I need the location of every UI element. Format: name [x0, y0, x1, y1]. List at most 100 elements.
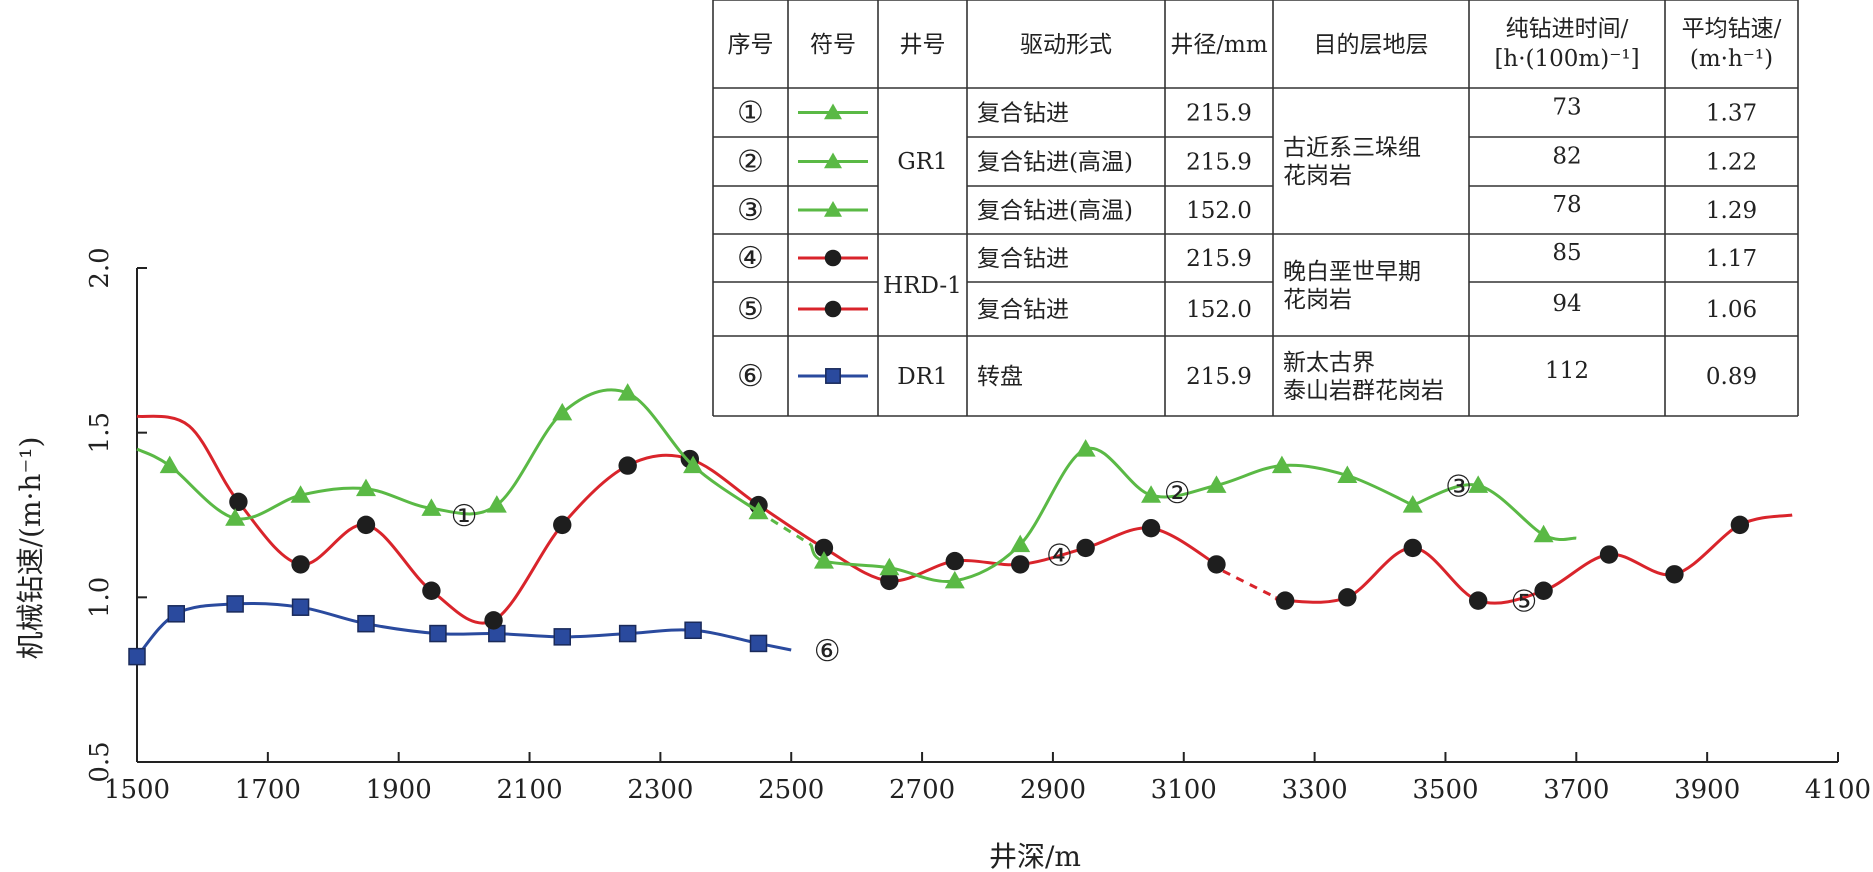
data-point [422, 581, 441, 600]
table-formation: 泰山岩群花岗岩 [1283, 378, 1444, 404]
table-drive-type: 复合钻进 [977, 101, 1069, 127]
data-point [128, 647, 146, 666]
table-diameter: 215.9 [1186, 150, 1252, 176]
data-point [225, 508, 246, 526]
data-point [1141, 518, 1161, 538]
data-point [684, 621, 702, 640]
table-diameter: 215.9 [1186, 101, 1252, 127]
series-s1: ① [136, 383, 812, 546]
data-point [226, 595, 244, 613]
table-avg-speed: 1.06 [1706, 297, 1757, 323]
legend-marker [825, 368, 841, 384]
series-line [1274, 513, 1793, 605]
table-formation: 花岗岩 [1283, 163, 1352, 189]
table-formation: 花岗岩 [1283, 287, 1352, 313]
data-point [749, 634, 768, 653]
series-s3: ③ [1412, 469, 1577, 543]
table-avg-speed: 0.89 [1706, 364, 1757, 390]
table-diameter: 152.0 [1186, 297, 1252, 323]
x-tick-label: 2900 [1020, 775, 1086, 805]
data-point [229, 492, 248, 512]
table-drill-time: 82 [1552, 144, 1581, 170]
data-point [617, 383, 638, 401]
table-diameter: 215.9 [1186, 364, 1252, 390]
series-line [809, 446, 1414, 584]
series-dash-line [1222, 569, 1277, 599]
data-point [553, 628, 571, 646]
table-formation: 晚白垩世早期 [1283, 259, 1421, 285]
series-callout: ⑤ [1511, 585, 1538, 620]
data-point [486, 495, 507, 513]
data-point [1534, 581, 1553, 600]
data-point [814, 538, 834, 558]
table-row-number: ③ [737, 193, 764, 228]
data-point [618, 456, 637, 475]
y-tick-label: 1.5 [85, 412, 115, 453]
data-point [1207, 555, 1226, 574]
table-well-name: HRD-1 [883, 273, 962, 299]
data-point [357, 614, 375, 633]
y-tick-label: 1.0 [85, 577, 115, 618]
data-point [484, 611, 503, 630]
legend-marker [824, 201, 842, 217]
table-drill-time: 78 [1552, 192, 1581, 218]
series-callout: ① [451, 499, 478, 534]
data-point [1468, 591, 1488, 610]
legend-marker [824, 152, 842, 169]
data-point [879, 557, 900, 576]
data-point [429, 624, 447, 643]
data-point [553, 515, 572, 535]
legend-table: 序号 符号 井号 驱动形式 井径/mm 目的层地层 纯钻进时间/ [h·(100m)⁻¹] 平均… [712, 0, 1799, 417]
table-drive-type: 复合钻进(高温) [977, 150, 1133, 176]
series-s4: ④ [136, 414, 1277, 630]
x-tick-label: 1900 [366, 775, 432, 805]
data-point [1403, 538, 1422, 558]
table-row-number: ④ [737, 241, 764, 276]
table-well-name: DR1 [897, 364, 947, 390]
data-point [1665, 565, 1684, 584]
table-drill-time: 73 [1552, 95, 1581, 121]
data-point [1076, 538, 1095, 558]
table-avg-speed: 1.37 [1706, 101, 1757, 127]
x-tick-label: 3900 [1674, 775, 1740, 805]
table-well-name: GR1 [897, 149, 947, 175]
table-header: 井号 [900, 32, 946, 58]
table-header: 目的层地层 [1314, 32, 1429, 58]
table-header: 驱动形式 [1020, 32, 1112, 58]
series-callout: ③ [1445, 469, 1472, 504]
axes: 1500 1700 1900 2100 2300 2500 2700 2900 3100 3300… [85, 247, 1871, 805]
data-point [1075, 439, 1096, 457]
data-point [356, 515, 376, 535]
data-point [291, 598, 310, 616]
table-header: 序号 [728, 32, 774, 58]
table-background [713, 0, 1798, 416]
x-tick-label: 3700 [1543, 775, 1609, 805]
table-drive-type: 转盘 [977, 364, 1023, 390]
x-tick-label: 2100 [496, 775, 562, 805]
data-point [683, 455, 704, 474]
table-drill-time: 112 [1545, 358, 1589, 384]
data-point [355, 478, 376, 497]
x-tick-label: 1700 [235, 775, 301, 805]
x-tick-label: 1500 [104, 775, 170, 805]
data-point [1275, 591, 1295, 610]
table-header: 井径/mm [1170, 32, 1268, 58]
x-tick-label: 2700 [889, 775, 955, 805]
series-line [136, 388, 760, 521]
series-callout: ② [1164, 476, 1191, 511]
x-tick-label: 4100 [1805, 775, 1871, 805]
data-point [1206, 475, 1227, 493]
data-point [1730, 515, 1750, 535]
data-point [618, 624, 637, 643]
data-point [1468, 475, 1489, 493]
table-avg-speed: 1.17 [1706, 246, 1757, 272]
legend-marker [824, 103, 842, 120]
data-point [1533, 524, 1554, 543]
table-header: (m·h⁻¹) [1690, 46, 1773, 72]
data-point [1141, 485, 1162, 503]
series-s6: ⑥ [128, 595, 841, 669]
series-layer: ⑥ ④ ⑤ ① ② ③ [128, 383, 1793, 669]
table-avg-speed: 1.22 [1706, 150, 1757, 176]
table-drive-type: 复合钻进(高温) [977, 198, 1133, 224]
